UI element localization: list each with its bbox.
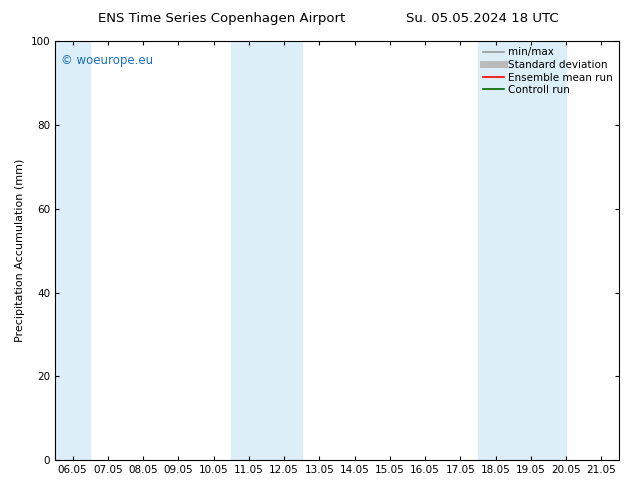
Bar — [478, 41, 566, 460]
Legend: min/max, Standard deviation, Ensemble mean run, Controll run: min/max, Standard deviation, Ensemble me… — [479, 43, 617, 99]
Text: Su. 05.05.2024 18 UTC: Su. 05.05.2024 18 UTC — [406, 12, 558, 25]
Bar — [55, 41, 90, 460]
Bar — [231, 41, 302, 460]
Y-axis label: Precipitation Accumulation (mm): Precipitation Accumulation (mm) — [15, 159, 25, 343]
Text: ENS Time Series Copenhagen Airport: ENS Time Series Copenhagen Airport — [98, 12, 346, 25]
Text: © woeurope.eu: © woeurope.eu — [61, 53, 153, 67]
